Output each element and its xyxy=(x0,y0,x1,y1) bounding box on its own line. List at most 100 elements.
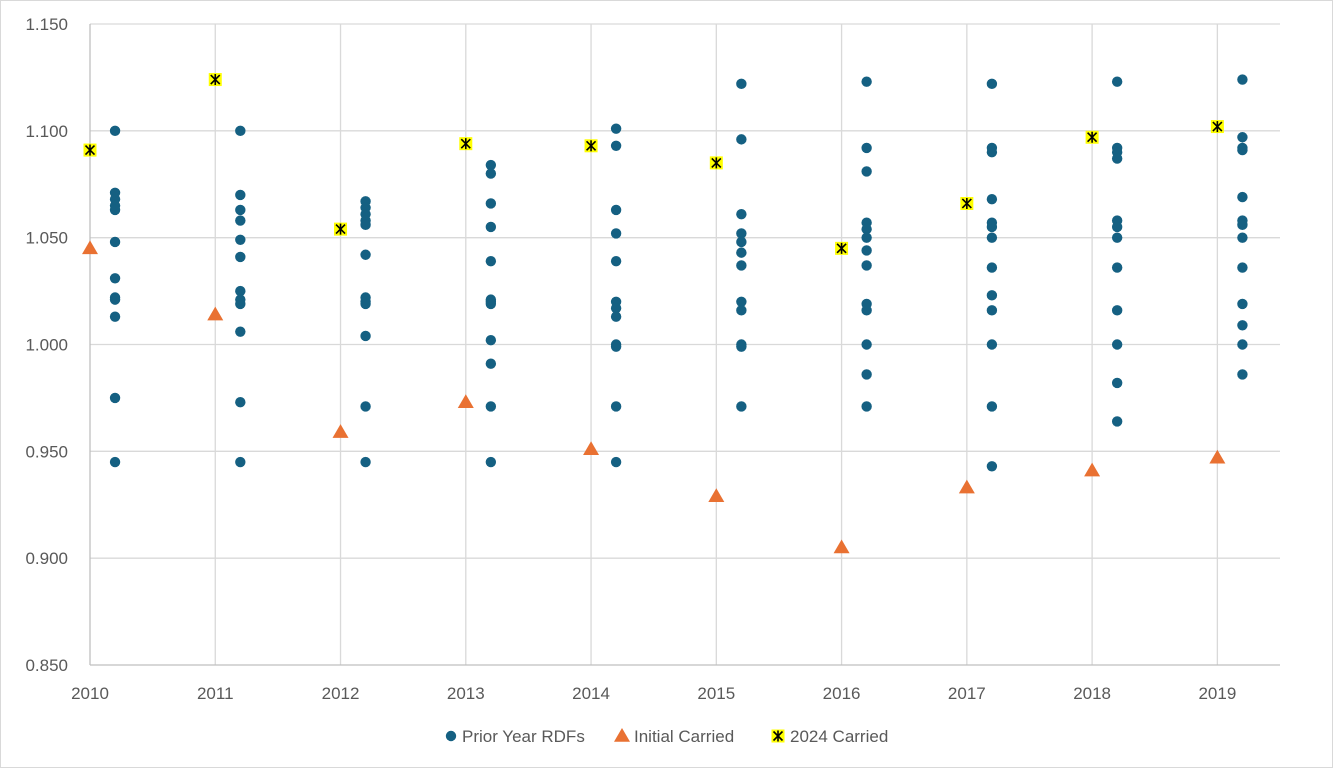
prior-year-rdf-point xyxy=(1237,191,1248,203)
prior-year-rdf-point xyxy=(235,456,246,468)
axes xyxy=(89,24,1280,666)
x-axis-tick-labels: 2010 2011 2012 2013 2014 2015 2016 2017 2018 2019 xyxy=(71,684,1236,703)
initial-carried-point xyxy=(833,539,850,554)
initial-carried-point xyxy=(583,441,600,455)
prior-year-rdf-point xyxy=(235,215,246,226)
legend-circle-marker xyxy=(445,730,457,742)
x-tick-label: 2019 xyxy=(1198,684,1236,703)
prior-year-rdf-point xyxy=(235,298,246,310)
prior-year-rdf-point xyxy=(610,401,622,412)
prior-year-rdf-point xyxy=(1111,221,1123,233)
prior-year-rdf-point xyxy=(1237,298,1248,310)
prior-year-rdf-point xyxy=(610,311,622,322)
y-axis-tick-labels: 0.850 0.900 0.950 1.000 1.050 1.100 1.150 xyxy=(25,15,68,675)
prior-year-rdf-point xyxy=(610,302,622,314)
prior-year-rdf-point xyxy=(1111,377,1123,389)
prior-year-rdf-point xyxy=(485,335,497,346)
legend-star-marker xyxy=(771,729,785,743)
prior-year-rdf-point xyxy=(360,330,371,342)
x-tick-label: 2010 xyxy=(71,684,109,703)
prior-year-rdf-point xyxy=(1111,153,1123,164)
prior-year-rdf-point xyxy=(360,298,371,310)
prior-year-rdf-point xyxy=(485,401,497,412)
2024-carried-point xyxy=(584,139,598,153)
2024-carried-point xyxy=(960,196,974,210)
prior-year-rdf-point xyxy=(736,401,747,412)
prior-year-rdf-point xyxy=(861,401,872,412)
prior-year-rdf-point xyxy=(235,251,246,263)
2024-carried-point xyxy=(709,156,723,170)
prior-year-rdf-point xyxy=(1237,369,1248,380)
prior-year-rdf-point xyxy=(986,290,998,301)
legend-item: Prior Year RDFs xyxy=(445,727,585,746)
initial-carried-point xyxy=(1209,449,1226,464)
prior-year-rdf-point xyxy=(610,341,622,352)
prior-year-rdf-point xyxy=(1237,74,1248,85)
x-tick-label: 2016 xyxy=(823,684,861,703)
prior-year-rdf-point xyxy=(109,456,121,468)
prior-year-rdf-point xyxy=(736,305,747,316)
prior-year-rdf-point xyxy=(986,221,998,233)
prior-year-rdf-point xyxy=(861,142,872,154)
prior-year-rdf-point xyxy=(736,134,747,145)
initial-carried-point xyxy=(1084,462,1101,477)
prior-year-rdf-point xyxy=(235,326,246,337)
2024-carried-point xyxy=(835,241,849,255)
prior-year-rdf-point xyxy=(610,140,622,151)
y-tick-label: 1.000 xyxy=(25,336,68,355)
x-tick-label: 2017 xyxy=(948,684,986,703)
prior-year-rdf-point xyxy=(360,219,371,231)
prior-year-rdf-point xyxy=(235,204,246,216)
prior-year-rdf-point xyxy=(485,168,497,179)
2024-carried-point xyxy=(459,137,473,151)
2024-carried-point xyxy=(1210,120,1224,134)
series-initial-carried xyxy=(82,240,1226,554)
prior-year-rdf-point xyxy=(736,247,747,258)
initial-carried-point xyxy=(207,306,224,321)
prior-year-rdf-point xyxy=(986,194,998,205)
prior-year-rdf-point xyxy=(1111,339,1123,350)
y-tick-label: 0.950 xyxy=(25,442,68,461)
prior-year-rdf-point xyxy=(1237,262,1248,273)
prior-year-rdf-point xyxy=(360,456,371,468)
y-tick-label: 1.150 xyxy=(25,15,68,34)
series-prior-year-rdfs xyxy=(109,74,1248,472)
prior-year-rdf-point xyxy=(109,392,121,404)
plot-area-points xyxy=(82,73,1248,554)
prior-year-rdf-point xyxy=(1237,232,1248,243)
series-2024-carried xyxy=(83,73,1224,255)
prior-year-rdf-point xyxy=(861,245,872,256)
prior-year-rdf-point xyxy=(736,236,747,248)
prior-year-rdf-point xyxy=(861,305,872,316)
initial-carried-point xyxy=(82,240,98,255)
prior-year-rdf-point xyxy=(1237,144,1248,156)
legend-item: Initial Carried xyxy=(614,727,734,746)
prior-year-rdf-point xyxy=(109,294,121,305)
y-tick-label: 0.900 xyxy=(25,549,68,568)
legend-label: Initial Carried xyxy=(634,727,734,746)
legend: Prior Year RDFs Initial Carried 2024 Carri… xyxy=(445,727,888,746)
prior-year-rdf-point xyxy=(109,236,121,248)
prior-year-rdf-point xyxy=(986,339,998,350)
prior-year-rdf-point xyxy=(109,125,121,137)
x-tick-label: 2014 xyxy=(572,684,610,703)
prior-year-rdf-point xyxy=(861,339,872,350)
x-tick-label: 2015 xyxy=(697,684,735,703)
prior-year-rdf-point xyxy=(109,204,121,216)
prior-year-rdf-point xyxy=(235,189,246,201)
prior-year-rdf-point xyxy=(736,296,747,307)
x-tick-label: 2013 xyxy=(447,684,485,703)
prior-year-rdf-point xyxy=(610,204,622,216)
prior-year-rdf-point xyxy=(235,285,246,297)
prior-year-rdf-point xyxy=(485,159,497,171)
x-tick-label: 2012 xyxy=(322,684,360,703)
prior-year-rdf-point xyxy=(485,298,497,310)
prior-year-rdf-point xyxy=(986,232,998,243)
legend-label: Prior Year RDFs xyxy=(462,727,585,746)
prior-year-rdf-point xyxy=(610,255,622,267)
2024-carried-point xyxy=(1085,130,1099,144)
prior-year-rdf-point xyxy=(360,401,371,412)
prior-year-rdf-point xyxy=(986,401,998,412)
prior-year-rdf-point xyxy=(736,78,747,90)
